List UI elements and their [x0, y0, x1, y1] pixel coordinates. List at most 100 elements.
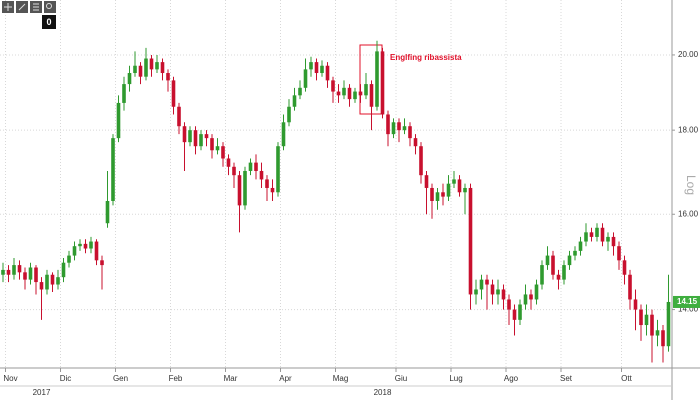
candle-body [402, 126, 407, 131]
candle-body [204, 134, 209, 139]
candle-body [331, 80, 335, 92]
candle-body [457, 179, 462, 193]
candle-body [281, 122, 286, 147]
candle-body [380, 51, 385, 115]
x-tick-label: Dic [60, 374, 72, 383]
year-label: 2017 [33, 388, 51, 397]
candle-body [45, 274, 49, 290]
candle-body [34, 267, 38, 283]
candle-body [617, 246, 621, 261]
candle-body [644, 314, 649, 326]
candle-body [501, 289, 506, 300]
tool-icon [46, 3, 52, 9]
candle-body [287, 106, 291, 123]
candle-body [105, 200, 110, 224]
candle-body [578, 241, 583, 251]
candle-body [375, 51, 379, 107]
candle-body [556, 274, 561, 280]
candle-body [369, 84, 374, 107]
x-tick-label: Mar [224, 374, 238, 383]
candle-body [622, 260, 627, 275]
tool-icon [4, 3, 12, 11]
candle-body [78, 243, 82, 247]
annotation: Englfing ribassista [390, 53, 462, 62]
y-tick-label: 20.00 [678, 50, 699, 59]
candle-body [468, 187, 473, 295]
candle-body [155, 62, 159, 70]
candle-body [182, 126, 187, 143]
candle-body [237, 175, 242, 206]
candle-body [606, 236, 610, 242]
candle-body [177, 106, 181, 127]
candle-body [424, 175, 429, 188]
candle-body [364, 84, 368, 96]
candle-body [149, 58, 154, 70]
candle-body [589, 232, 594, 237]
candle-body [248, 162, 253, 171]
candle-body [485, 279, 489, 285]
candle-body [347, 87, 352, 100]
x-tick-label: Gen [113, 374, 128, 383]
candle-body [633, 299, 638, 310]
candle-body [441, 192, 445, 197]
candle-body [221, 146, 225, 159]
toolbar: 0 [2, 1, 56, 29]
candle-body [567, 255, 572, 266]
candle-body [386, 114, 390, 135]
candle-body [413, 138, 418, 147]
x-tick-label: Lug [449, 374, 462, 383]
candle-body [490, 284, 495, 295]
candle-body [265, 179, 269, 188]
candle-body [650, 314, 654, 336]
last-price-box [673, 295, 700, 308]
candle-body [243, 170, 247, 206]
candle-body [391, 122, 396, 135]
candle-body [496, 289, 500, 295]
candle-body [353, 91, 357, 100]
y-axis-label: Log [684, 175, 698, 195]
candle-body [100, 260, 104, 266]
candle-body [534, 284, 539, 300]
candle-body [144, 58, 148, 77]
candle-body [507, 299, 511, 310]
candle-body [314, 62, 319, 74]
candle-body [133, 65, 137, 74]
tool-icon [33, 3, 39, 11]
candle-body [138, 65, 143, 77]
candle-body [661, 330, 665, 347]
x-tick-label: Mag [333, 374, 349, 383]
candle-body [435, 192, 440, 201]
candle-body [270, 187, 275, 193]
candle-body [419, 146, 423, 176]
x-tick-label: Apr [279, 374, 292, 383]
candle-body [160, 62, 165, 74]
candle-body [452, 179, 456, 184]
x-tick-label: Giu [395, 374, 407, 383]
candle-body [463, 187, 467, 193]
candle-body [303, 69, 308, 88]
candle-body [628, 274, 632, 300]
candle-body [166, 73, 170, 81]
tool-button[interactable] [44, 1, 56, 13]
candle-body [292, 95, 297, 107]
badge-text: 0 [46, 17, 51, 27]
candle-body [193, 130, 198, 147]
candle-body [573, 250, 577, 256]
candle-body [39, 282, 44, 290]
badge [42, 15, 56, 29]
tool-icon [18, 3, 26, 11]
candle-body [655, 330, 660, 336]
candle-body [523, 294, 528, 305]
candle-body [336, 91, 341, 96]
candle-body [408, 126, 412, 139]
x-tick-label: Set [560, 374, 573, 383]
x-tick-label: Ago [504, 374, 519, 383]
candle-body [215, 146, 220, 151]
candle-body [89, 241, 93, 249]
candle-body [50, 274, 55, 285]
year-label: 2018 [374, 388, 392, 397]
candle-body [17, 265, 22, 273]
candle-body [122, 84, 126, 103]
